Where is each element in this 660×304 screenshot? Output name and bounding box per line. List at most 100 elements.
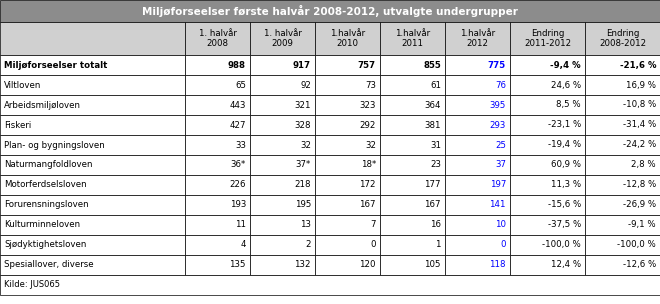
Bar [445,175,510,195]
Bar [445,55,510,75]
Bar [445,95,510,115]
Text: 8,5 %: 8,5 % [556,101,581,109]
Bar [315,255,380,275]
Bar [250,195,315,215]
Bar [185,175,250,195]
Text: 0: 0 [370,240,376,250]
Bar [510,22,585,55]
Bar [250,255,315,275]
Bar [445,75,510,95]
Bar [510,115,585,135]
Text: 92: 92 [300,81,311,89]
Text: 323: 323 [360,101,376,109]
Text: 775: 775 [488,60,506,70]
Text: 33: 33 [235,140,246,150]
Text: 61: 61 [430,81,441,89]
Text: 167: 167 [424,201,441,209]
Bar [585,255,660,275]
Bar [585,95,660,115]
Text: 23: 23 [430,161,441,170]
Text: 37*: 37* [296,161,311,170]
Bar [0,135,185,155]
Bar [185,155,250,175]
Text: 141: 141 [490,201,506,209]
Bar [315,115,380,135]
Bar [380,75,445,95]
Bar [315,235,380,255]
Text: -24,2 %: -24,2 % [623,140,656,150]
Bar [510,195,585,215]
Text: Kulturminneloven: Kulturminneloven [4,220,80,230]
Bar [315,155,380,175]
Text: 328: 328 [294,120,311,130]
Bar [380,135,445,155]
Text: 855: 855 [423,60,441,70]
Text: -19,4 %: -19,4 % [548,140,581,150]
Bar [510,235,585,255]
Bar [250,155,315,175]
Text: -15,6 %: -15,6 % [548,201,581,209]
Bar [315,135,380,155]
Text: Endring
2011-2012: Endring 2011-2012 [524,29,571,48]
Text: -31,4 %: -31,4 % [623,120,656,130]
Bar [380,115,445,135]
Text: 32: 32 [300,140,311,150]
Text: 0: 0 [500,240,506,250]
Bar [250,215,315,235]
Bar [510,215,585,235]
Bar [585,235,660,255]
Text: 292: 292 [360,120,376,130]
Text: 118: 118 [490,261,506,270]
Bar [315,75,380,95]
Text: 2: 2 [306,240,311,250]
Text: 218: 218 [294,181,311,189]
Bar [185,55,250,75]
Text: 172: 172 [360,181,376,189]
Text: 226: 226 [230,181,246,189]
Text: 1.halvår
2011: 1.halvår 2011 [395,29,430,48]
Text: 1: 1 [436,240,441,250]
Bar [185,95,250,115]
Text: 1. halvår
2008: 1. halvår 2008 [199,29,236,48]
Bar [250,55,315,75]
Text: 11,3 %: 11,3 % [551,181,581,189]
Bar [585,195,660,215]
Bar [510,175,585,195]
Bar [185,75,250,95]
Bar [585,155,660,175]
Text: 195: 195 [294,201,311,209]
Text: 76: 76 [495,81,506,89]
Text: 120: 120 [360,261,376,270]
Text: 16: 16 [430,220,441,230]
Bar [380,235,445,255]
Bar [0,235,185,255]
Bar [0,215,185,235]
Text: Viltloven: Viltloven [4,81,42,89]
Text: -10,8 %: -10,8 % [623,101,656,109]
Bar [585,75,660,95]
Bar [250,22,315,55]
Bar [315,95,380,115]
Text: -21,6 %: -21,6 % [620,60,656,70]
Text: -12,8 %: -12,8 % [623,181,656,189]
Bar [250,115,315,135]
Text: 757: 757 [358,60,376,70]
Bar [380,22,445,55]
Text: 73: 73 [365,81,376,89]
Text: 16,9 %: 16,9 % [626,81,656,89]
Bar [250,135,315,155]
Text: 988: 988 [228,60,246,70]
Bar [445,155,510,175]
Text: 60,9 %: 60,9 % [551,161,581,170]
Bar [445,195,510,215]
Text: 381: 381 [424,120,441,130]
Text: 364: 364 [424,101,441,109]
Bar [250,175,315,195]
Bar [315,175,380,195]
Bar [510,75,585,95]
Bar [185,135,250,155]
Text: -26,9 %: -26,9 % [623,201,656,209]
Bar [185,215,250,235]
Bar [0,75,185,95]
Bar [510,135,585,155]
